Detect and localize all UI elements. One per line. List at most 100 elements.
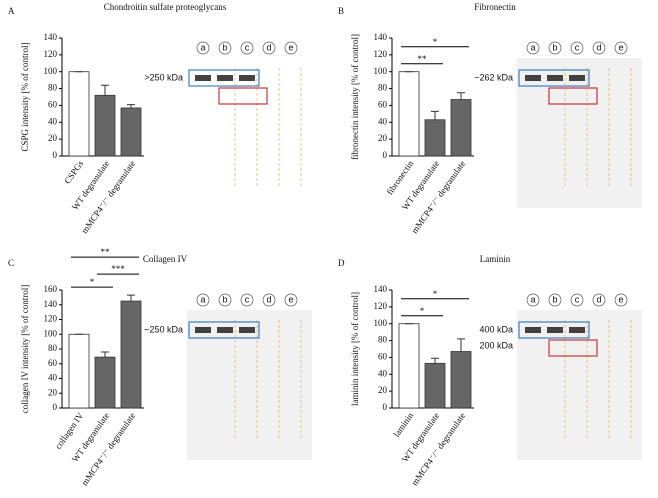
- x-tick-label: laminin: [391, 410, 415, 439]
- chart-title: Chondroitin sulfate proteoglycans: [104, 2, 227, 12]
- y-tick-label: 60: [378, 99, 388, 109]
- lane-marker: [240, 41, 254, 55]
- lane-label: b: [552, 42, 557, 52]
- lane-label: d: [596, 294, 601, 304]
- y-tick-label: 120: [44, 314, 58, 324]
- lane-label: c: [575, 42, 580, 52]
- lane-marker: [592, 41, 606, 55]
- lane-marker: [614, 293, 628, 307]
- y-tick-label: 100: [44, 66, 58, 76]
- significance-label: **: [418, 54, 428, 64]
- significance-label: *: [433, 37, 438, 47]
- y-tick-label: 140: [374, 284, 388, 294]
- y-tick-label: 80: [48, 83, 58, 93]
- error-bar: [457, 338, 465, 352]
- error-bar: [431, 357, 439, 364]
- lane-label: b: [222, 294, 227, 304]
- gel-band: [569, 75, 585, 81]
- lane-label: e: [618, 294, 623, 304]
- lane-label: d: [266, 294, 271, 304]
- chart-title: Collagen IV: [143, 254, 188, 264]
- lane-marker: [218, 41, 232, 55]
- panel-label: D: [338, 258, 345, 268]
- lane-marker: [196, 293, 210, 307]
- y-axis-label: collagen IV intensity [% of control]: [20, 285, 30, 414]
- error-bar: [431, 110, 439, 120]
- gel-band: [547, 75, 563, 81]
- gel-band: [569, 327, 585, 333]
- error-bar: [127, 294, 135, 302]
- lane-marker: [570, 293, 584, 307]
- box: [548, 339, 598, 357]
- lane-label: c: [245, 42, 250, 52]
- error-bar: [127, 104, 135, 108]
- bar: [398, 323, 420, 409]
- y-tick-label: 100: [374, 318, 388, 328]
- lane-marker: [548, 293, 562, 307]
- bar: [120, 300, 142, 409]
- y-tick-label: 80: [48, 343, 58, 353]
- error-bar: [101, 351, 109, 358]
- y-tick-label: 40: [48, 116, 58, 126]
- bar: [94, 94, 116, 157]
- lane-label: b: [552, 294, 557, 304]
- y-tick-label: 40: [378, 116, 388, 126]
- mw-label: ~262 kDa: [474, 72, 513, 82]
- gel: [517, 310, 642, 460]
- y-tick-label: 60: [48, 358, 58, 368]
- y-tick-label: 140: [44, 32, 58, 42]
- box: [188, 321, 260, 339]
- chart-title: Fibronectin: [474, 2, 516, 12]
- lane-marker: [284, 293, 298, 307]
- bar: [120, 107, 142, 157]
- gel-band: [525, 75, 541, 81]
- lane-marker: [218, 293, 232, 307]
- y-tick-label: 40: [48, 373, 58, 383]
- y-tick-label: 0: [383, 150, 388, 160]
- y-tick-label: 20: [378, 133, 388, 143]
- box: [188, 69, 260, 87]
- y-tick-label: 60: [48, 99, 58, 109]
- significance-label: *: [433, 289, 438, 299]
- mw-label: 400 kDa: [479, 324, 513, 334]
- significance-label: ***: [111, 264, 125, 274]
- lane-label: c: [245, 294, 250, 304]
- bar: [424, 362, 446, 409]
- box: [518, 321, 590, 339]
- y-tick-label: 80: [378, 83, 388, 93]
- box: [548, 87, 598, 105]
- error-bar: [457, 92, 465, 100]
- gel: [187, 310, 312, 460]
- y-tick-label: 0: [383, 402, 388, 412]
- lane-label: b: [222, 42, 227, 52]
- y-tick-label: 0: [53, 150, 58, 160]
- lane-label: e: [618, 42, 623, 52]
- lane-label: a: [530, 294, 535, 304]
- panel-label: B: [338, 6, 344, 16]
- y-axis-label: CSPG intensity [% of control]: [20, 43, 30, 152]
- lane-marker: [262, 293, 276, 307]
- y-tick-label: 100: [44, 328, 58, 338]
- significance-label: *: [90, 277, 95, 287]
- lane-marker: [196, 41, 210, 55]
- lane-marker: [240, 293, 254, 307]
- gel-band: [547, 327, 563, 333]
- lane-marker: [284, 41, 298, 55]
- chart-title: Laminin: [480, 254, 511, 264]
- gel-band: [239, 75, 255, 81]
- significance-label: **: [101, 247, 111, 257]
- gel-band: [239, 327, 255, 333]
- y-tick-label: 40: [378, 368, 388, 378]
- lane-label: d: [266, 42, 271, 52]
- lane-marker: [526, 41, 540, 55]
- mw-label: 200 kDa: [479, 340, 513, 350]
- bar: [450, 351, 472, 409]
- y-tick-label: 20: [48, 133, 58, 143]
- bar: [398, 71, 420, 157]
- gel-band: [525, 327, 541, 333]
- gel-band: [195, 75, 211, 81]
- lane-marker: [526, 293, 540, 307]
- lane-label: c: [575, 294, 580, 304]
